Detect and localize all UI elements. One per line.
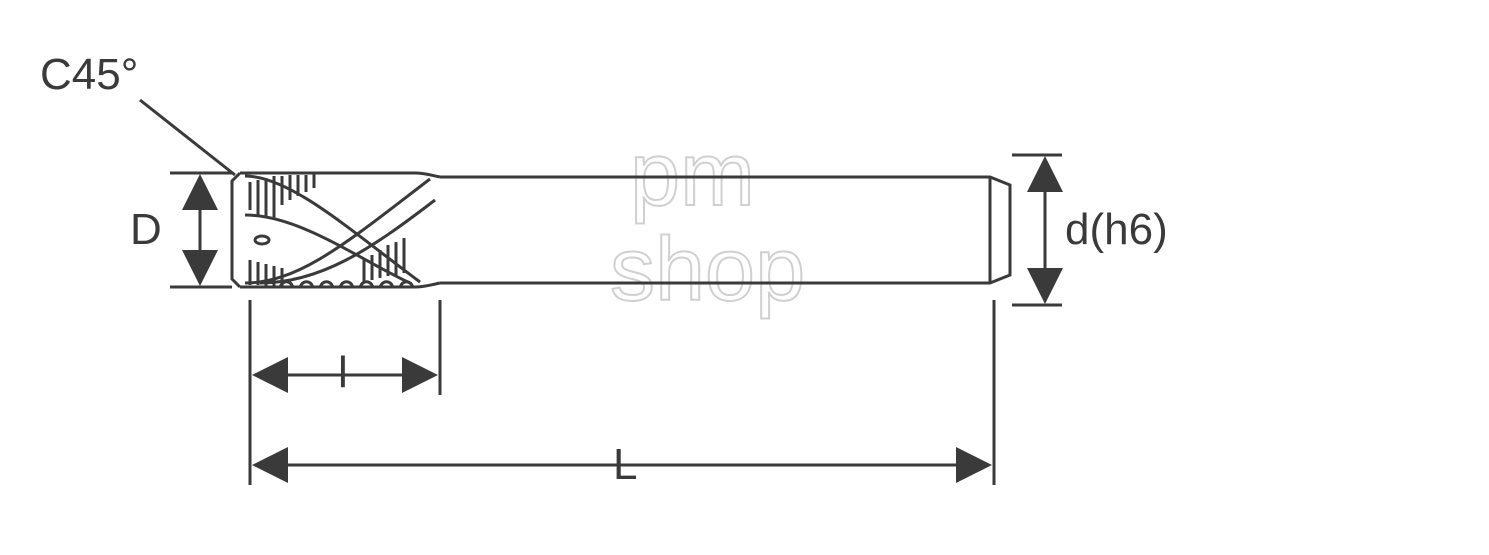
watermark: pm shop: [610, 125, 805, 320]
extension-lines: [170, 155, 1062, 485]
label-chamfer: C45°: [40, 50, 138, 100]
label-flute-length: l: [338, 348, 348, 398]
watermark-line2: shop: [610, 220, 805, 320]
endmill-diagram: pm shop: [0, 0, 1489, 555]
watermark-line1: pm: [630, 125, 755, 225]
label-cutting-diameter: D: [130, 205, 162, 255]
label-overall-length: L: [613, 440, 637, 490]
chamfer-leader: [140, 100, 235, 175]
label-shank-diameter: d(h6): [1065, 205, 1168, 255]
